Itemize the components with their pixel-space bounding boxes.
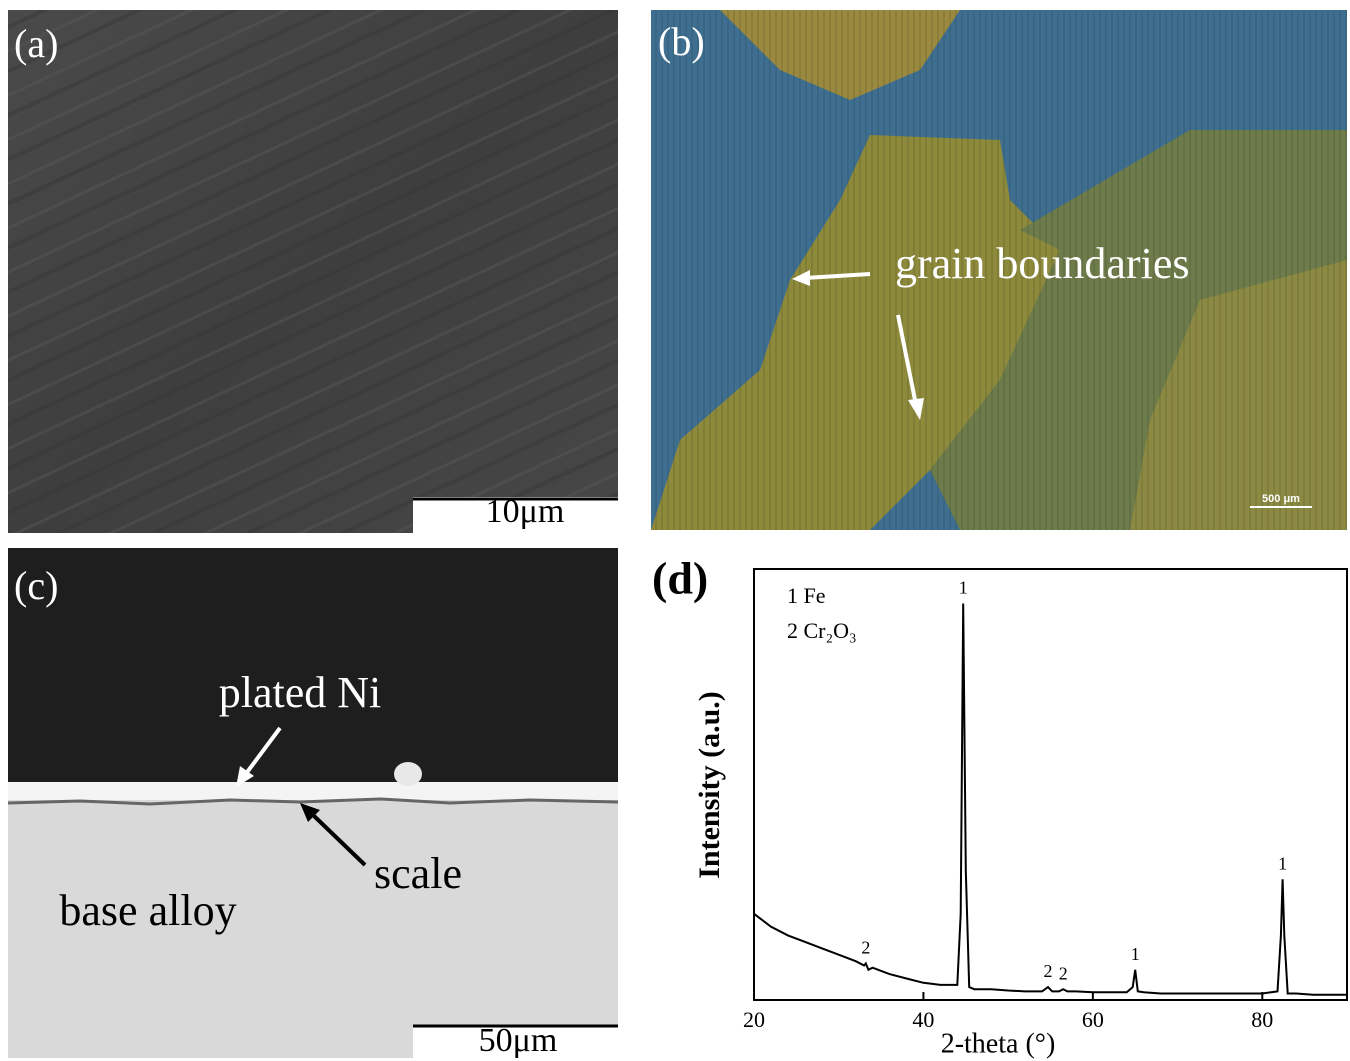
x-tick-label: 60 bbox=[1082, 1007, 1104, 1032]
annotation: grain boundaries bbox=[895, 239, 1189, 288]
x-tick-label: 20 bbox=[743, 1007, 765, 1032]
peak-label: 1 bbox=[1278, 853, 1287, 873]
legend-entry: 2 Cr₂O₃ bbox=[787, 618, 857, 643]
panel-b: (b) grain boundaries 500 μm bbox=[651, 10, 1347, 530]
annotation: scale bbox=[374, 849, 462, 898]
peak-label: 1 bbox=[959, 578, 968, 598]
panel-a: (a) 10μm bbox=[8, 10, 618, 533]
y-axis-label: Intensity (a.u.) bbox=[693, 691, 726, 879]
x-tick-label: 80 bbox=[1251, 1007, 1273, 1032]
ni-layer bbox=[8, 782, 618, 800]
page: (a) 10μm (b) grain boundaries 500 μm (c)… bbox=[0, 0, 1350, 1061]
peak-label: 1 bbox=[1131, 944, 1140, 964]
scale-bar-label: 500 μm bbox=[1262, 493, 1300, 505]
annotation: plated Ni bbox=[219, 668, 382, 717]
panel-label: (d) bbox=[652, 553, 708, 604]
x-tick-label: 40 bbox=[912, 1007, 934, 1032]
panel-label: (b) bbox=[658, 19, 705, 64]
peak-label: 2 bbox=[1059, 963, 1068, 983]
annotation: base alloy bbox=[59, 886, 236, 935]
scale-bar-label: 50μm bbox=[479, 1022, 558, 1059]
peak-label: 2 bbox=[861, 937, 870, 957]
particle bbox=[394, 762, 422, 786]
peak-label: 2 bbox=[1043, 961, 1052, 981]
x-axis-label: 2-theta (°) bbox=[941, 1028, 1056, 1059]
legend-entry: 1 Fe bbox=[787, 583, 826, 608]
data-line bbox=[754, 604, 1347, 995]
scale-bar-label: 10μm bbox=[486, 493, 565, 530]
panel-label: (c) bbox=[14, 563, 58, 608]
panel-c: (c) plated Ni scale base alloy 50μm bbox=[8, 548, 618, 1059]
texture bbox=[8, 10, 618, 533]
figure: (a) 10μm (b) grain boundaries 500 μm (c)… bbox=[0, 0, 1350, 1061]
panel-label: (a) bbox=[14, 21, 58, 66]
panel-d: (d) 1 Fe 2 Cr₂O₃ Intensity (a.u.) 2-thet… bbox=[652, 553, 1347, 1060]
